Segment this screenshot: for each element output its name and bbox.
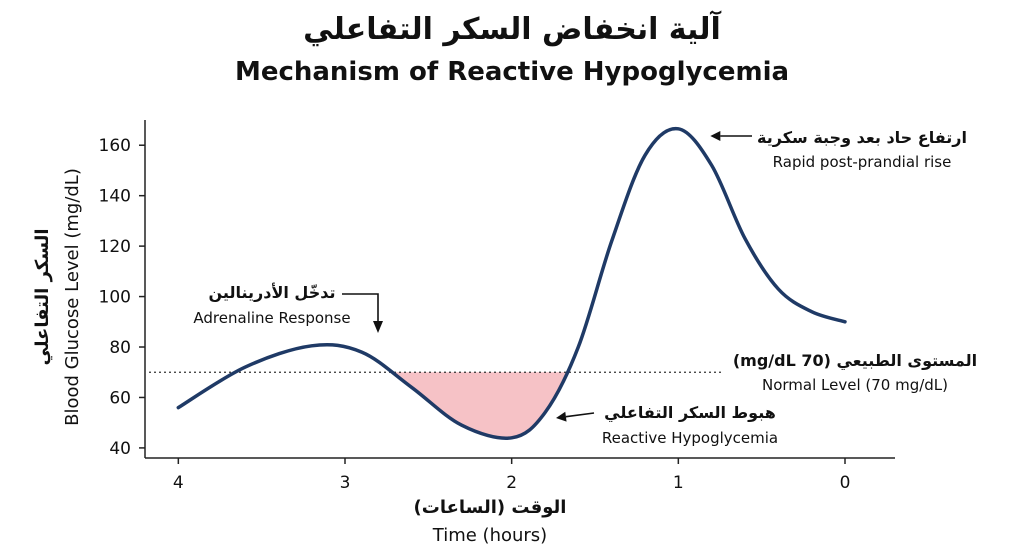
annotation-hypoglycemia-english: Reactive Hypoglycemia [602,429,778,447]
annotations-layer: ارتفاع حاد بعد وجبة سكرية Rapid post-pran… [193,128,977,447]
y-tick-label: 60 [109,388,131,408]
x-axis-title-arabic: الوقت (الساعات) [414,497,567,518]
annotation-rapid-rise-english: Rapid post-prandial rise [773,153,952,171]
glucose-series-line [176,126,847,440]
annotation-normal-level-arabic: المستوى الطبيعي (70 mg/dL) [733,351,977,371]
x-tick-label: 3 [340,473,351,493]
y-axis-title-english: Blood Glucose Level (mg/dL) [62,168,83,426]
x-axis-title-english: Time (hours) [432,525,547,546]
chart-title-english: Mechanism of Reactive Hypoglycemia [234,57,790,87]
series-layer [149,126,847,440]
y-axis-title-arabic: السكر التفاعلي [32,228,53,365]
y-tick-label: 40 [109,439,131,459]
y-tick-label: 80 [109,338,131,358]
annotation-hypoglycemia-arabic: هبوط السكر التفاعلي [604,403,776,423]
hypoglycemia-arrow-shaft [565,412,595,418]
x-tick-label: 1 [673,473,684,493]
hypoglycemia-arrow-head [556,411,567,422]
annotation-adrenaline-arabic: تدخّل الأدرينالين [209,283,336,302]
adrenaline-arrow-shaft [342,293,379,322]
hypoglycemia-shaded-region [392,372,568,439]
y-tick-label: 100 [99,288,131,308]
y-tick-label: 140 [99,187,131,207]
annotation-adrenaline-english: Adrenaline Response [193,309,350,327]
x-tick-label: 4 [173,473,184,493]
annotation-rapid-rise-arabic: ارتفاع حاد بعد وجبة سكرية [757,128,967,147]
hypoglycemia-shaded-region-layer [392,372,568,439]
x-tick-label: 2 [506,473,517,493]
x-tick-label: 0 [840,473,851,493]
y-tick-label: 120 [99,237,131,257]
annotation-normal-level-english: Normal Level (70 mg/dL) [762,376,948,394]
chart-title-arabic: آلية انخفاض السكر التفاعلي [303,12,721,47]
rapid-rise-arrow-head [710,131,721,141]
axes-layer: 40 60 80 100 120 140 160 4 3 2 1 0 الوقت (الساعات) Ti… [32,120,895,546]
y-tick-label: 160 [99,136,131,156]
adrenaline-arrow-head [373,321,383,333]
